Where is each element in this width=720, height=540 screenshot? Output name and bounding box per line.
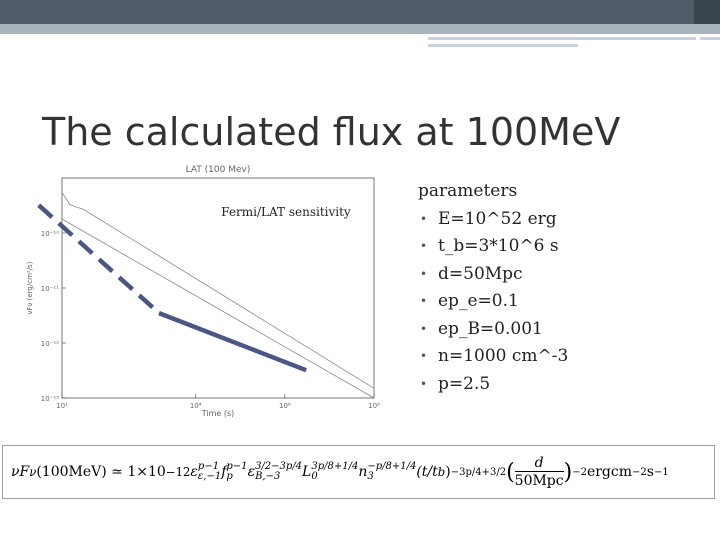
parameter-item: • d=50Mpc	[418, 261, 568, 289]
formula-time-sub: b	[437, 465, 446, 479]
formula-eps-b: ε	[247, 464, 256, 480]
y-tick-label: 10⁻¹¹	[41, 285, 59, 293]
formula-time-close: )	[445, 464, 451, 480]
parameter-text: d=50Mpc	[438, 263, 523, 284]
x-axis-label: Time (s)	[201, 409, 235, 418]
series-line-2	[61, 218, 375, 399]
parameter-item: • E=10^52 erg	[418, 206, 568, 234]
formula-frac-sup: −2	[572, 466, 587, 478]
slide-title: The calculated flux at 100MeV	[42, 110, 621, 154]
parameters-heading: parameters	[418, 181, 518, 201]
formula-n3-sub: 3	[367, 471, 374, 482]
formula-eps-e-sub: ε,−1	[197, 471, 222, 482]
header-corner-block	[694, 0, 720, 24]
parameter-text: ep_B=0.001	[438, 318, 543, 339]
sensitivity-annotation: Fermi/LAT sensitivity	[221, 205, 351, 219]
formula-fp-sub: p	[226, 471, 233, 482]
formula-lhs-sub: ν	[29, 465, 37, 479]
parameter-text: n=1000 cm^-3	[438, 346, 569, 366]
header-bar-dark	[0, 0, 720, 24]
x-tick-label: 10¹	[56, 402, 68, 410]
y-tick-label: 10⁻¹³	[41, 395, 59, 403]
formula-eps-e: ε	[190, 464, 198, 480]
formula-exp: −12	[165, 465, 191, 479]
y-axis-label: νFν (erg/cm²/s)	[26, 261, 34, 314]
formula-arg: (100MeV) ≃ 1×10	[36, 464, 166, 480]
header-accent-line-right	[700, 37, 720, 40]
bullet-icon: •	[420, 294, 428, 308]
formula-time-sup: −3p/4+3/2	[450, 466, 507, 478]
parameter-text: p=2.5	[438, 373, 491, 394]
formula-fp-sup: p−1	[226, 461, 248, 472]
parameter-item: • t_b=3*10^6 s	[418, 233, 568, 261]
formula-units: ergcm	[586, 464, 633, 480]
bullet-icon: •	[420, 239, 428, 253]
parameter-text: E=10^52 erg	[438, 208, 557, 229]
bullet-icon: •	[420, 321, 428, 336]
series-line-3	[37, 203, 161, 315]
x-tick-label: 10⁶	[279, 402, 291, 410]
y-tick-label: 10⁻¹⁰	[41, 230, 59, 238]
formula-eps-b-sup: 3/2−3p/4	[255, 461, 303, 472]
formula-units-sup2: −1	[653, 466, 669, 478]
formula-frac-den: 50Mpc	[514, 471, 564, 489]
header-bar-light	[0, 24, 720, 34]
formula-n3: n	[358, 464, 368, 480]
parameter-item: • ep_B=0.001	[418, 316, 568, 344]
series-line-4	[158, 311, 307, 373]
formula-l0-sup: 3p/8+1/4	[311, 461, 359, 472]
formula-n3-sup: −p/8+1/4	[367, 461, 417, 472]
formula-eps-b-sub: B,−3	[255, 471, 281, 482]
formula-eps-e-sup: p−1	[197, 461, 220, 472]
header-accent-line-short	[428, 44, 578, 47]
formula-paren-open: (	[506, 459, 515, 485]
bullet-icon: •	[420, 349, 428, 363]
formula-lhs: νF	[11, 464, 30, 480]
parameter-item: • ep_e=0.1	[418, 288, 568, 316]
formula-l0-sub: 0	[311, 471, 318, 482]
formula-l0: L	[302, 464, 312, 480]
parameter-text: t_b=3*10^6 s	[438, 236, 559, 256]
x-tick-label: 10⁴	[190, 402, 202, 410]
formula-time-ratio: (t/t	[416, 464, 438, 480]
series-line-1	[61, 192, 375, 389]
parameter-text: ep_e=0.1	[438, 291, 519, 311]
formula-units-s: s	[646, 464, 654, 480]
bullet-icon: •	[420, 376, 428, 391]
parameter-item: • n=1000 cm^-3	[418, 343, 568, 371]
parameter-item: • p=2.5	[418, 371, 568, 399]
x-tick-label: 10⁸	[368, 402, 380, 410]
parameters-list: • E=10^52 erg • t_b=3*10^6 s • d=50Mpc • ep_…	[418, 206, 568, 399]
header-accent-line	[428, 37, 696, 40]
bullet-icon: •	[420, 266, 428, 281]
formula-frac-num: d	[534, 455, 544, 471]
chart-title: LAT (100 Mev)	[186, 165, 251, 175]
y-tick-label: 10⁻¹²	[41, 340, 59, 348]
parameters-panel: parameters • E=10^52 erg • t_b=3*10^6 s • d…	[418, 178, 568, 398]
formula-paren-close: )	[563, 459, 573, 485]
flux-chart: LAT (100 Mev)Time (s)νFν (erg/cm²/s)10¹ 1…	[26, 165, 380, 418]
bullet-icon: •	[420, 211, 428, 226]
formula-units-sup1: −2	[632, 466, 647, 478]
formula-fp: f	[221, 464, 227, 480]
